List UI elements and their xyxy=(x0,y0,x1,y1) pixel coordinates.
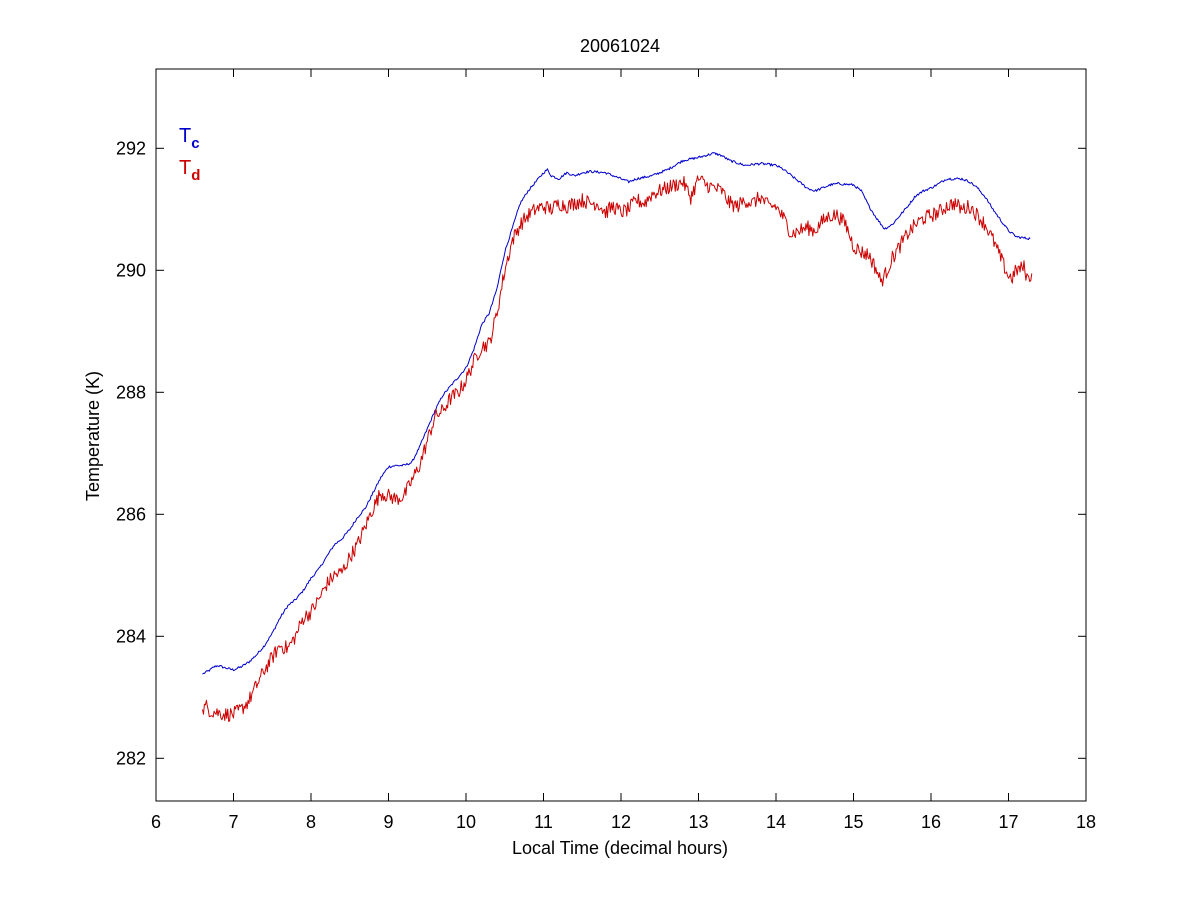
x-tick-label: 8 xyxy=(306,812,316,832)
x-tick-label: 14 xyxy=(766,812,786,832)
x-tick-label: 17 xyxy=(998,812,1018,832)
y-tick-label: 290 xyxy=(116,260,146,280)
x-tick-label: 10 xyxy=(456,812,476,832)
y-tick-label: 292 xyxy=(116,138,146,158)
legend-entry-c: Tc xyxy=(179,125,200,152)
plot-frame xyxy=(155,68,1087,802)
x-tick-label: 15 xyxy=(843,812,863,832)
y-tick-label: 288 xyxy=(116,382,146,402)
axes-layer: 6 7 8 9 10 11 12 13 14 15 16 17 18 282 284 286 288 290 292 xyxy=(116,69,1096,832)
legend-entry-d: Td xyxy=(179,157,200,184)
y-axis-label: Temperature (K) xyxy=(83,371,103,501)
series-line-td xyxy=(202,175,1033,722)
x-tick-label: 11 xyxy=(534,812,553,832)
x-tick-label: 12 xyxy=(611,812,631,832)
x-tick-label: 16 xyxy=(921,812,941,832)
plot-area xyxy=(156,69,1086,801)
x-tick-label: 9 xyxy=(383,812,393,832)
y-tick-label: 282 xyxy=(116,748,146,768)
series-layer xyxy=(202,152,1033,722)
series-line-tc xyxy=(202,152,1031,675)
x-tick-label: 13 xyxy=(688,812,708,832)
x-tick-label: 6 xyxy=(151,812,161,832)
chart-title: 20061024 xyxy=(580,36,660,56)
x-tick-label: 18 xyxy=(1076,812,1096,832)
legend: Tc Td xyxy=(179,125,200,184)
x-tick-label: 7 xyxy=(228,812,238,832)
x-axis-label: Local Time (decimal hours) xyxy=(512,838,728,858)
y-tick-label: 286 xyxy=(116,504,146,524)
y-tick-label: 284 xyxy=(116,626,146,646)
